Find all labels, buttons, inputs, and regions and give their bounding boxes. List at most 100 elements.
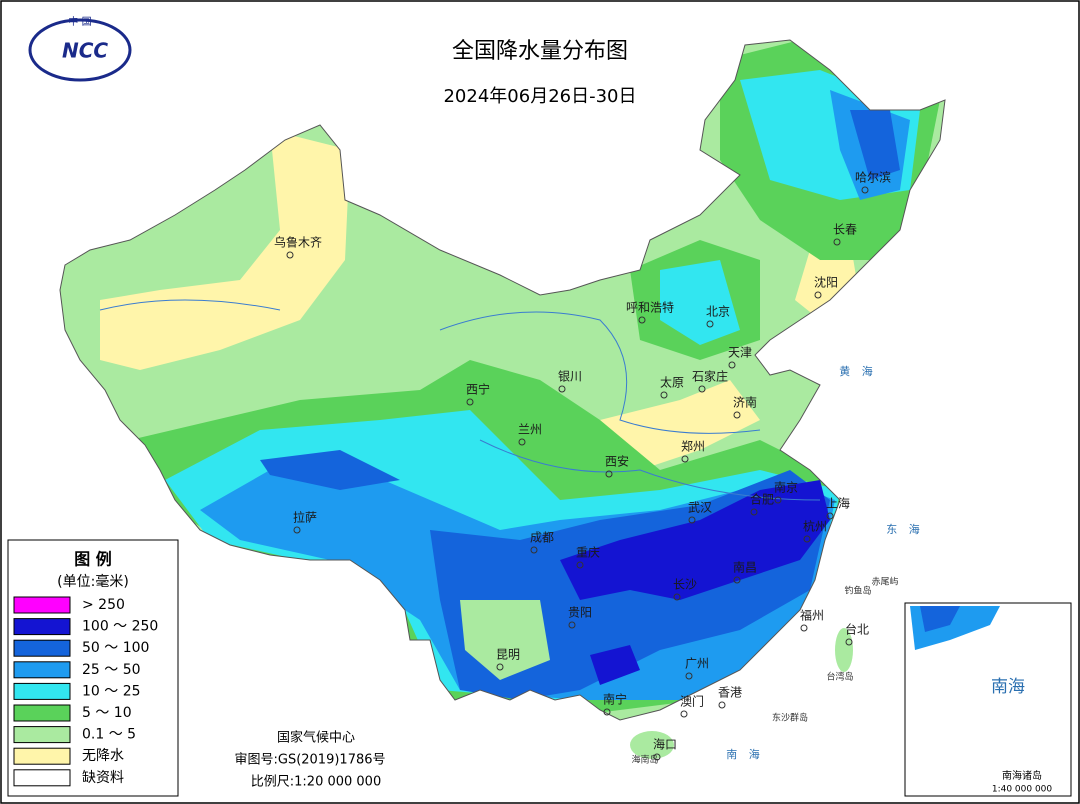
- place-label: 海南岛: [631, 754, 658, 766]
- inset: 南海 南海诸岛 1:40 000 000: [904, 602, 1072, 797]
- city-marker: [750, 508, 758, 516]
- city-label: 贵阳: [568, 606, 592, 620]
- city-label: 澳门: [680, 694, 704, 709]
- legend-label: 10 ～ 25: [82, 683, 141, 699]
- scale: 比例尺:1:20 000 000: [251, 775, 381, 790]
- legend-label: 50 ～ 100: [82, 640, 149, 656]
- city-marker: [685, 672, 693, 680]
- city-label: 拉萨: [293, 510, 317, 525]
- inset-coast: [920, 606, 960, 632]
- city-marker: [774, 496, 782, 504]
- city-marker: [576, 561, 584, 569]
- legend-label: 25 ～ 50: [82, 662, 141, 678]
- city-label: 昆明: [496, 648, 520, 662]
- place-label: 东沙群岛: [772, 712, 808, 724]
- city-label: 太原: [660, 375, 684, 390]
- place-label: 赤尾屿: [871, 577, 898, 588]
- sea-label: 南 海: [726, 747, 764, 761]
- city-label: 重庆: [576, 546, 600, 560]
- city-label: 武汉: [688, 501, 712, 515]
- city-marker: [293, 526, 301, 534]
- city-marker: [530, 546, 538, 554]
- city-marker: [833, 238, 841, 246]
- city-marker: [568, 621, 576, 629]
- city-marker: [728, 361, 736, 369]
- logo-top: 中 国: [68, 15, 91, 28]
- city-marker: [660, 391, 668, 399]
- city-label: 福州: [800, 608, 824, 623]
- zone-100-250: [590, 645, 640, 685]
- city-marker: [638, 316, 646, 324]
- legend-label: 无降水: [82, 748, 124, 764]
- legend-unit: (单位:毫米): [57, 573, 129, 590]
- city-marker: [681, 455, 689, 463]
- border: [59, 39, 946, 721]
- city-marker: [698, 385, 706, 393]
- city-label: 长春: [833, 223, 857, 237]
- city-marker: [605, 470, 613, 478]
- city-label: 天津: [728, 346, 752, 360]
- city-marker: [496, 663, 504, 671]
- city-label: 南京: [774, 480, 798, 495]
- city-marker: [558, 385, 566, 393]
- legend-label: 0.1 ～ 5: [82, 727, 136, 743]
- zone-10-25: [660, 260, 740, 345]
- zone-100-250: [560, 480, 830, 600]
- inset-islands: 南海诸岛: [1002, 769, 1042, 782]
- inset-sea: 南海: [991, 677, 1025, 697]
- place-label: 台湾岛: [826, 671, 853, 683]
- legend: 图 例 (单位:毫米) > 250 100 ～ 250 50 ～ 100 25 ～ 5…: [7, 539, 179, 797]
- city-marker: [733, 576, 741, 584]
- date: 2024年06月26日-30日: [443, 86, 636, 107]
- city-marker: [688, 516, 696, 524]
- city-marker: [466, 398, 474, 406]
- city-label: 上海: [826, 496, 850, 511]
- city-label: 广州: [685, 657, 709, 671]
- city-marker: [800, 624, 808, 632]
- legend-swatch: [13, 769, 71, 787]
- city-marker: [680, 710, 688, 718]
- zone-50-100: [260, 450, 400, 490]
- legend-swatch: [13, 726, 71, 744]
- legend-label: 缺资料: [82, 770, 124, 786]
- city-label: 兰州: [518, 423, 542, 437]
- sea-label: 黄 海: [839, 364, 877, 378]
- city-marker: [861, 186, 869, 194]
- legend-swatch: [13, 661, 71, 679]
- legend-swatch: [13, 618, 71, 636]
- agency: 国家气候中心: [277, 730, 355, 746]
- city-marker: [673, 593, 681, 601]
- legend-label: 100 ～ 250: [82, 619, 158, 635]
- legend-label: 5 ～ 10: [82, 705, 132, 721]
- city-marker: [718, 701, 726, 709]
- city-label: 北京: [706, 305, 730, 319]
- city-marker: [803, 535, 811, 543]
- inset-scale: 1:40 000 000: [992, 785, 1053, 795]
- zone-50-100: [850, 110, 900, 180]
- legend-title: 图 例: [74, 550, 112, 569]
- zone-dry: [600, 380, 760, 470]
- city-label: 沈阳: [814, 275, 838, 290]
- city-label: 杭州: [803, 519, 827, 534]
- city-label: 呼和浩特: [626, 300, 674, 315]
- legend-swatch: [13, 704, 71, 722]
- city-marker: [733, 411, 741, 419]
- zone-0-1-5: [460, 600, 550, 680]
- logo: 中 国 NCC: [28, 15, 132, 82]
- city-label: 济南: [733, 395, 757, 410]
- city-label: 南宁: [603, 692, 627, 707]
- title: 全国降水量分布图: [452, 39, 628, 64]
- city-marker: [286, 251, 294, 259]
- legend-swatch: [13, 682, 71, 700]
- city-label: 西宁: [466, 382, 490, 397]
- city-marker: [603, 708, 611, 716]
- legend-label: > 250: [82, 597, 125, 613]
- city-marker: [814, 291, 822, 299]
- legend-swatch: [13, 596, 71, 614]
- city-label: 石家庄: [692, 369, 728, 384]
- city-label: 银川: [558, 370, 582, 384]
- sea-label: 东 海: [886, 522, 924, 536]
